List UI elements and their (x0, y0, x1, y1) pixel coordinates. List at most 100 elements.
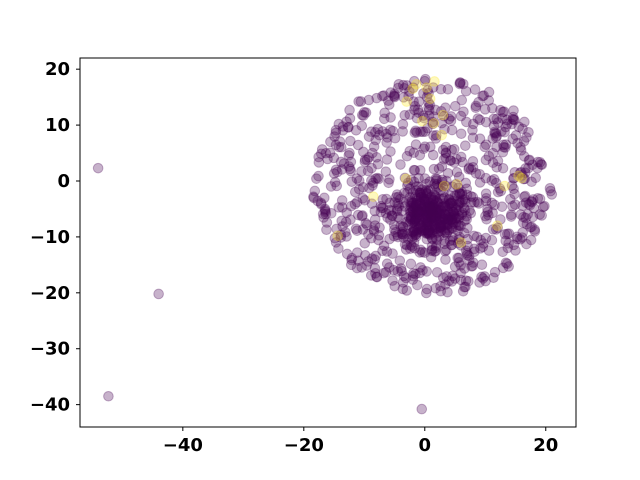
data-point (414, 187, 425, 199)
data-point (474, 169, 486, 180)
data-point (319, 203, 331, 215)
data-point (337, 202, 348, 213)
data-point (361, 219, 373, 231)
data-point (404, 205, 416, 216)
data-point (424, 227, 436, 238)
data-point (503, 261, 514, 272)
data-point (330, 139, 342, 151)
data-point (440, 152, 452, 164)
data-point (429, 211, 441, 222)
data-point (441, 244, 452, 256)
data-point (472, 113, 484, 124)
data-point (438, 214, 449, 226)
data-point (411, 192, 423, 204)
data-point (455, 77, 466, 89)
data-point (483, 150, 495, 162)
highlighted-point (401, 96, 412, 107)
outlier-point (544, 182, 556, 194)
data-point (428, 195, 439, 206)
data-point (431, 173, 443, 185)
data-point (402, 177, 414, 189)
data-point (526, 196, 538, 208)
data-point (426, 202, 438, 213)
data-point (421, 178, 432, 190)
data-point (345, 200, 357, 212)
data-point (474, 114, 486, 126)
outlier-point (416, 403, 428, 415)
data-point (399, 83, 410, 94)
data-point (456, 188, 468, 200)
data-point (382, 132, 393, 143)
data-point (320, 147, 332, 159)
data-point (420, 227, 431, 238)
data-point (422, 220, 434, 231)
data-point (397, 283, 409, 295)
data-point (432, 206, 443, 218)
data-point (437, 212, 449, 224)
data-point (330, 164, 342, 176)
data-point (437, 180, 449, 192)
data-point (363, 94, 375, 106)
highlighted-point (429, 76, 440, 87)
data-point (416, 224, 428, 236)
data-point (418, 112, 430, 124)
data-point (329, 232, 341, 244)
data-point (491, 130, 502, 142)
data-point (427, 212, 439, 223)
data-point (369, 214, 381, 225)
data-point (418, 88, 429, 99)
data-point (427, 82, 439, 93)
data-point (465, 207, 477, 219)
data-point (489, 199, 500, 211)
data-point (422, 211, 434, 223)
data-point (492, 186, 504, 198)
data-point (442, 219, 453, 230)
data-point (359, 194, 371, 206)
data-point (406, 212, 417, 223)
data-point (430, 232, 442, 244)
data-point (500, 257, 512, 269)
data-point (427, 201, 439, 213)
data-point (507, 113, 518, 125)
data-point (409, 225, 420, 237)
data-point (407, 226, 418, 238)
data-point (369, 262, 381, 274)
data-point (328, 168, 340, 179)
data-point (459, 196, 471, 208)
data-point (480, 139, 492, 150)
data-point (437, 176, 448, 188)
data-point (409, 75, 420, 87)
data-point (360, 217, 372, 229)
data-point (422, 209, 433, 221)
data-point (357, 210, 368, 221)
data-point (351, 247, 363, 258)
data-point (404, 216, 416, 227)
data-point (422, 226, 434, 237)
data-point (354, 175, 365, 187)
data-point (446, 144, 457, 156)
data-point (391, 189, 403, 200)
data-point (429, 219, 440, 231)
data-point (428, 210, 440, 222)
data-point (451, 153, 462, 165)
data-point (450, 212, 462, 224)
data-point (486, 234, 498, 246)
data-point (497, 246, 509, 258)
data-point (366, 198, 378, 209)
data-point (336, 195, 348, 206)
data-point (442, 167, 454, 179)
data-point (431, 223, 443, 235)
data-point (369, 220, 381, 231)
data-point (387, 248, 398, 259)
data-point (408, 222, 420, 234)
data-point (421, 217, 433, 228)
data-point (349, 198, 361, 210)
data-point (423, 207, 435, 219)
data-point (411, 213, 422, 224)
data-point (446, 239, 458, 251)
data-point (353, 255, 364, 266)
data-point (426, 201, 438, 213)
data-point (435, 222, 446, 233)
highlighted-point (451, 179, 463, 190)
data-point (420, 287, 432, 299)
